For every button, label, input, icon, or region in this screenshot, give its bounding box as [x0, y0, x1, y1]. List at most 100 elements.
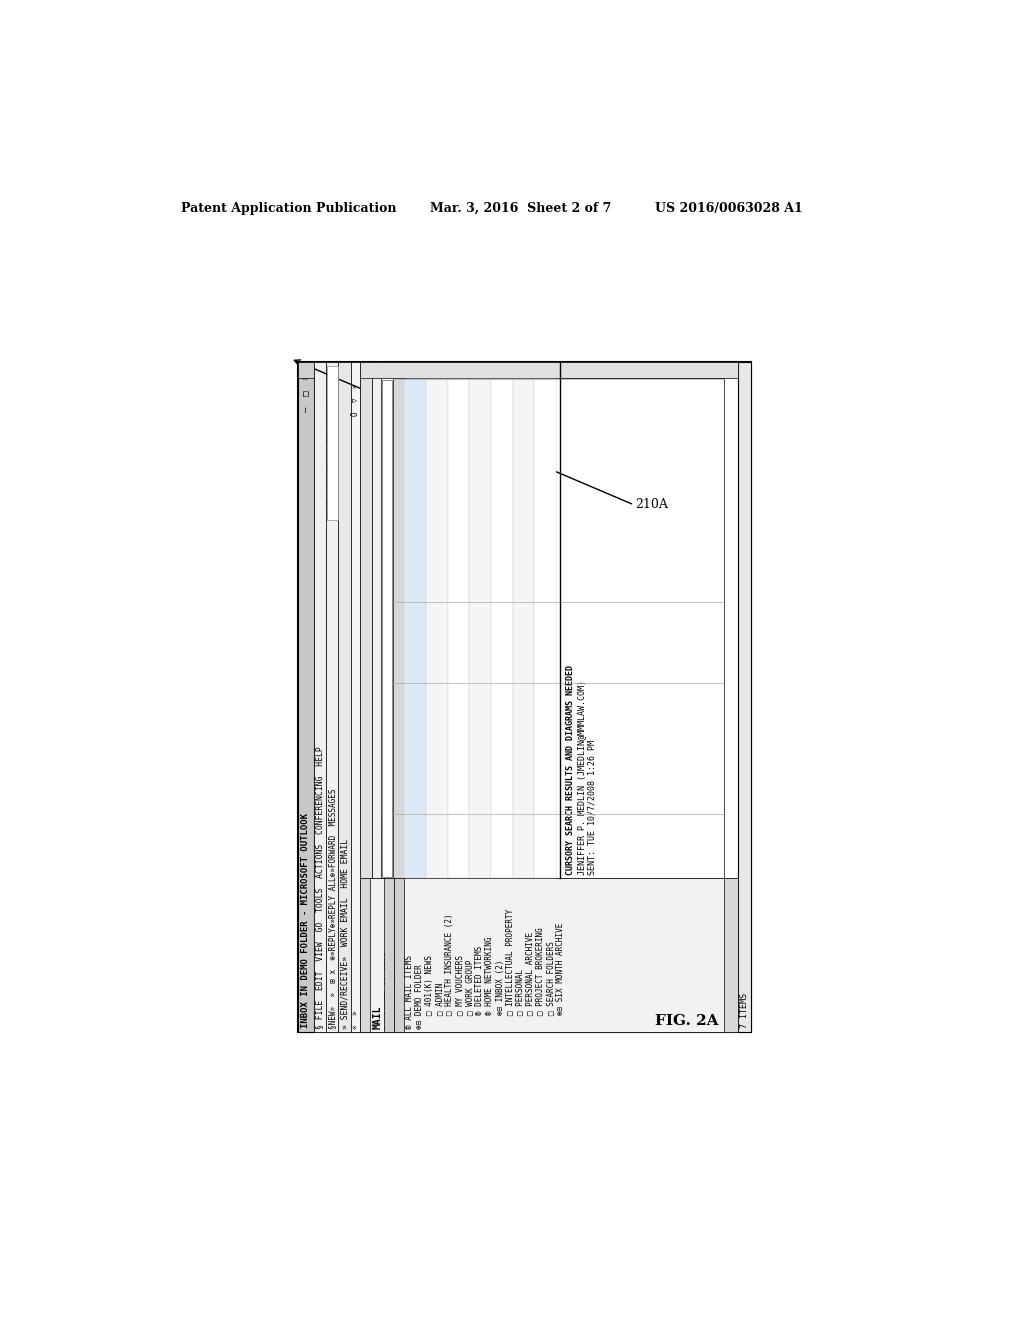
- Polygon shape: [394, 878, 404, 1032]
- Polygon shape: [338, 363, 351, 1032]
- Text: MIDTOWN 2 SEATING CHART: MIDTOWN 2 SEATING CHART: [432, 706, 441, 813]
- Text: ▷: ▷: [411, 384, 420, 389]
- Polygon shape: [469, 379, 492, 878]
- Text: TELEPHONE LOG: TELEPHONE LOG: [454, 752, 463, 813]
- Text: ⊟: ⊟: [457, 873, 466, 876]
- Text: ®: ®: [522, 873, 531, 876]
- Polygon shape: [360, 363, 372, 878]
- Text: ▷: ▷: [519, 384, 528, 389]
- Text: FAVORITE FOLDERS: FAVORITE FOLDERS: [385, 952, 393, 1030]
- Text: SUBJECT: SUBJECT: [395, 781, 401, 813]
- Text: □ PROJECT BROKERING: □ PROJECT BROKERING: [536, 928, 545, 1030]
- Text: □ 401(K) NEWS: □ 401(K) NEWS: [425, 956, 434, 1030]
- Text: ® DELETED ITEMS: ® DELETED ITEMS: [475, 946, 484, 1030]
- Text: RECEIVED: RECEIVED: [395, 645, 401, 682]
- Text: □ PERSONAL: □ PERSONAL: [516, 969, 524, 1030]
- Polygon shape: [392, 363, 404, 878]
- Text: US 2016/0063028 A1: US 2016/0063028 A1: [655, 202, 803, 215]
- Text: □ PERSONAL ARCHIVE: □ PERSONAL ARCHIVE: [525, 932, 535, 1030]
- Text: HUSLAK, NICK: HUSLAK, NICK: [522, 820, 531, 875]
- Text: ⊕⊟ SIX MONTH ARCHIVE: ⊕⊟ SIX MONTH ARCHIVE: [556, 923, 565, 1030]
- Text: ® HOME NETWORKING: ® HOME NETWORKING: [485, 937, 495, 1030]
- Text: § FILE  EDIT  VIEW  GO  TOOLS  ACTIONS  CONFERENCING  HELP: § FILE EDIT VIEW GO TOOLS ACTIONS CONFER…: [315, 747, 325, 1030]
- Text: «  »  «  »: « » « »: [360, 983, 370, 1030]
- Text: ▷: ▷: [476, 384, 484, 389]
- Polygon shape: [560, 378, 724, 878]
- Polygon shape: [384, 878, 394, 1032]
- Text: ®: ®: [501, 873, 510, 876]
- Polygon shape: [737, 363, 752, 1032]
- Polygon shape: [492, 379, 513, 878]
- Text: » SEND/RECEIVE»  WORK EMAIL  HOME EMAIL: » SEND/RECEIVE» WORK EMAIL HOME EMAIL: [340, 840, 349, 1030]
- Text: ⊕⊟ INBOX (2): ⊕⊟ INBOX (2): [496, 960, 505, 1030]
- Text: TEST EMAIL 1: TEST EMAIL 1: [498, 758, 507, 813]
- Text: CURSORY SEARCH RESULTS AND DIAGRAMS NEEDED: CURSORY SEARCH RESULTS AND DIAGRAMS NEED…: [566, 665, 575, 875]
- Text: TUE 10/7/200... 6KB: TUE 10/7/200... 6KB: [498, 594, 507, 682]
- Polygon shape: [298, 363, 752, 1032]
- Polygon shape: [404, 379, 426, 878]
- Text: x: x: [301, 367, 310, 372]
- Text: □ SEARCH FOLDERS: □ SEARCH FOLDERS: [546, 941, 555, 1030]
- Polygon shape: [298, 363, 313, 378]
- Text: ® ALL MAIL ITEMS: ® ALL MAIL ITEMS: [404, 956, 414, 1030]
- Text: TUE 10/7/200... 9KB: TUE 10/7/200... 9KB: [476, 594, 484, 682]
- Text: ⊟ ® □ □ □ ☑ »: ⊟ ® □ □ □ ☑ »: [726, 969, 735, 1030]
- Text: TUE 10/7/200... 29KB: TUE 10/7/200... 29KB: [411, 590, 420, 682]
- Text: ! □ @ FROM: ! □ @ FROM: [395, 832, 401, 876]
- Polygon shape: [360, 878, 737, 1032]
- Text: HUSLAK, NICK: HUSLAK, NICK: [544, 820, 553, 875]
- Polygon shape: [298, 363, 313, 1032]
- Text: ⊕⊟ DEMO FOLDER: ⊕⊟ DEMO FOLDER: [415, 965, 424, 1030]
- Text: —  □  ×: — □ ×: [301, 375, 310, 412]
- Text: Patent Application Publication: Patent Application Publication: [180, 202, 396, 215]
- Text: TELEPHONE NUMBERS: TELEPHONE NUMBERS: [476, 734, 484, 813]
- Text: ▷: ▷: [432, 384, 441, 389]
- Text: MAIL FOLDERS: MAIL FOLDERS: [394, 970, 403, 1030]
- Text: ⊟: ⊟: [544, 873, 553, 876]
- Polygon shape: [535, 379, 556, 878]
- Polygon shape: [724, 878, 737, 1032]
- Text: TYPE A QUESTION FOR HELP: TYPE A QUESTION FOR HELP: [328, 407, 337, 517]
- Text: TUE 10/7/200... 6KB: TUE 10/7/200... 6KB: [519, 594, 528, 682]
- Text: 7 ITEMS: 7 ITEMS: [740, 994, 749, 1028]
- Polygon shape: [447, 379, 469, 878]
- Text: ▷: ▷: [372, 404, 381, 409]
- Text: ▷: ▷: [541, 384, 550, 389]
- Text: ▷: ▷: [498, 384, 507, 389]
- Polygon shape: [313, 363, 326, 1032]
- Text: ▷: ▷: [454, 384, 463, 389]
- Text: ▷: ▷: [382, 372, 391, 376]
- Text: CURSORY SEARCH RESULTS: CURSORY SEARCH RESULTS: [416, 711, 425, 813]
- Text: 210A: 210A: [636, 499, 669, 511]
- Text: SIZE C...: SIZE C...: [395, 561, 401, 601]
- Text: HUSLAK, NICK: HUSLAK, NICK: [435, 820, 444, 875]
- Polygon shape: [360, 363, 737, 878]
- Polygon shape: [360, 363, 737, 378]
- Polygon shape: [360, 878, 371, 1032]
- Text: O  ▽  »: O ▽ »: [351, 384, 360, 416]
- Text: □ INTELLECTUAL PROPERTY: □ INTELLECTUAL PROPERTY: [506, 909, 515, 1030]
- Text: MAIL: MAIL: [373, 1006, 383, 1030]
- Text: TO DO LIST: TO DO LIST: [541, 767, 550, 813]
- Text: ⊟: ⊟: [414, 873, 423, 876]
- Text: Mar. 3, 2016  Sheet 2 of 7: Mar. 3, 2016 Sheet 2 of 7: [430, 202, 611, 215]
- Polygon shape: [382, 380, 392, 876]
- Text: □ ADMIN: □ ADMIN: [435, 983, 444, 1030]
- Text: HUSLAK, NICK: HUSLAK, NICK: [501, 820, 510, 875]
- Text: TUE 10/7/200... 9KB: TUE 10/7/200... 9KB: [454, 594, 463, 682]
- Text: JENNIFER P.MEDLIN: JENNIFER P.MEDLIN: [414, 797, 423, 875]
- Text: INBOX IN DEMO FOLDER - MICROSOFT OUTLOOK: INBOX IN DEMO FOLDER - MICROSOFT OUTLOOK: [301, 813, 310, 1028]
- Text: TUE 10/7/200... 9KB: TUE 10/7/200... 9KB: [541, 594, 550, 682]
- Text: □ INBOX: □ INBOX: [361, 841, 371, 875]
- Polygon shape: [426, 379, 447, 878]
- Text: HUSLAK, NICK: HUSLAK, NICK: [457, 820, 466, 875]
- Text: HUSLAK, NICK: HUSLAK, NICK: [479, 820, 487, 875]
- Text: SENT: TUE 10/7/2008 1:26 PM: SENT: TUE 10/7/2008 1:26 PM: [588, 741, 596, 875]
- Text: □ WORK GROUP: □ WORK GROUP: [465, 960, 474, 1030]
- Polygon shape: [513, 379, 535, 878]
- Text: JENIFFER P. MEDLIN (JMEDLIN@MMMLAW.COM): JENIFFER P. MEDLIN (JMEDLIN@MMMLAW.COM): [578, 680, 587, 875]
- Text: FIG. 2A: FIG. 2A: [655, 1014, 719, 1028]
- Text: AND DIAGRAMS NEEDED: AND DIAGRAMS NEEDED: [407, 725, 416, 813]
- Text: □ HEALTH INSURANCE (2): □ HEALTH INSURANCE (2): [445, 913, 454, 1030]
- Text: □ MY VOUCHERS: □ MY VOUCHERS: [456, 956, 464, 1030]
